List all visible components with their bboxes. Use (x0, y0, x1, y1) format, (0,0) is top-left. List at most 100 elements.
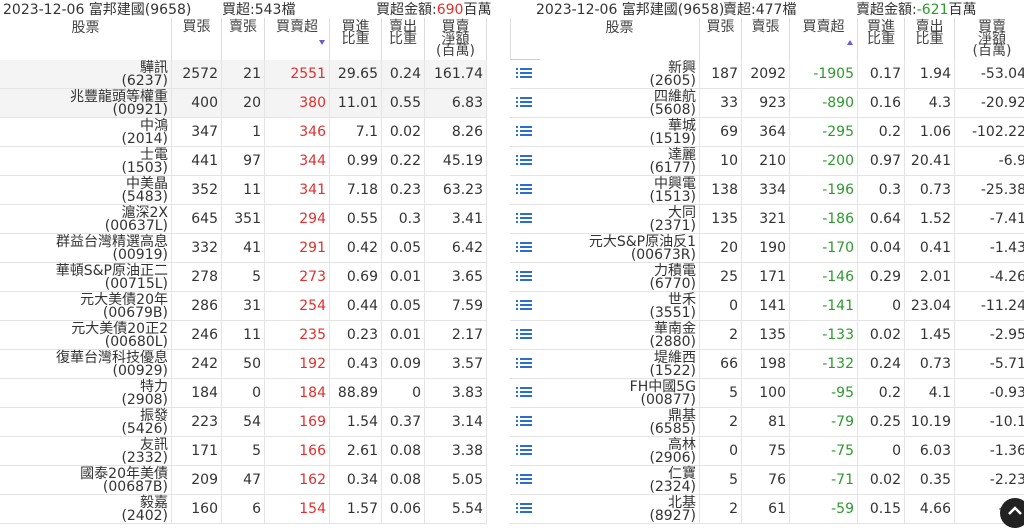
cell-7: -2.95 (955, 321, 1024, 350)
column-header[interactable]: 買賣超 (265, 18, 330, 60)
cell-5: 0.99 (330, 147, 382, 176)
cell-6: 4.1 (905, 379, 955, 408)
stock-cell: 振發 (5426) (0, 408, 172, 437)
detail-icon[interactable] (516, 213, 532, 225)
stock-name: 元大S&P原油反1 (588, 234, 696, 250)
column-header[interactable]: 賣出 比重 (905, 18, 955, 60)
stock-name: 華城 (668, 118, 696, 134)
cell-5: 0.25 (858, 408, 905, 437)
table-row (510, 147, 1024, 176)
stock-cell: 群益台灣精選高息 (00919) (0, 234, 172, 263)
cell-4: 346 (265, 118, 330, 147)
stock-code: (00929) (112, 363, 168, 379)
detail-icon[interactable] (516, 155, 532, 167)
cell-2: 332 (172, 234, 222, 263)
cell-2: 347 (172, 118, 222, 147)
stock-cell: 元大美債20年 (00679B) (0, 292, 172, 321)
cell-4: -75 (790, 437, 858, 466)
stock-cell: 友訊 (2332) (0, 437, 172, 466)
cell-5: 0.16 (858, 89, 905, 118)
stock-code: (1513) (649, 189, 696, 205)
table-row (510, 263, 1024, 292)
column-header[interactable]: 賣出 比重 (382, 18, 425, 60)
stock-cell: 特力 (2908) (0, 379, 172, 408)
date: 2023-12-06 富邦建國(9658) (3, 2, 192, 18)
cell-3: 11 (222, 176, 265, 205)
cell-5: 0.34 (330, 466, 382, 495)
stock-name: 特力 (140, 379, 168, 395)
cell-6: 0.73 (905, 176, 955, 205)
stock-cell: 高林 (2906) (540, 437, 700, 466)
stock-name: 世禾 (668, 292, 696, 308)
amount-prefix: 賣超金額: (856, 2, 917, 18)
detail-icon[interactable] (516, 126, 532, 138)
cell-5: 88.89 (330, 379, 382, 408)
detail-icon[interactable] (516, 387, 532, 399)
cell-7: 8.26 (425, 118, 487, 147)
stock-name: FH中國5G (629, 379, 696, 395)
cell-3: 5 (222, 437, 265, 466)
cell-2: 5 (700, 466, 742, 495)
header-line: 比重 (389, 31, 417, 47)
cell-7: 63.23 (425, 176, 487, 205)
cell-5: 0.3 (858, 176, 905, 205)
detail-icon[interactable] (516, 242, 532, 254)
stock-cell: 華城 (1519) (540, 118, 700, 147)
cell-7: 5.05 (425, 466, 487, 495)
column-header[interactable]: 買賣超 (790, 18, 858, 60)
stock-cell: 北基 (8927) (540, 495, 700, 524)
cell-4: 254 (265, 292, 330, 321)
detail-icon[interactable] (516, 97, 532, 109)
cell-7: -0.93 (955, 379, 1024, 408)
column-header[interactable]: 買張 (700, 18, 742, 60)
cell-4: -132 (790, 350, 858, 379)
column-header[interactable]: 買進 比重 (858, 18, 905, 60)
cell-3: 11 (222, 321, 265, 350)
detail-icon[interactable] (516, 474, 532, 486)
detail-icon[interactable] (516, 184, 532, 196)
cell-5: 1.57 (330, 495, 382, 524)
cell-6: 0.05 (382, 292, 425, 321)
header-line: 賣張 (751, 19, 780, 35)
detail-icon[interactable] (516, 416, 532, 428)
stock-name: 國泰20年美債 (80, 466, 168, 482)
stock-cell: 新興 (2605) (540, 60, 700, 89)
column-header[interactable]: 買賣 淨額 (百萬) (425, 18, 487, 60)
date: 2023-12-06 富邦建國(9658) (536, 2, 725, 18)
table-row (0, 437, 487, 466)
column-header[interactable]: 賣張 (222, 18, 265, 60)
column-header[interactable]: 股票 (540, 18, 700, 60)
cell-3: 75 (742, 437, 790, 466)
header-line: 淨額 (978, 31, 1006, 47)
stock-code: (00921) (112, 102, 168, 118)
column-header[interactable]: 買張 (172, 18, 222, 60)
table-row (0, 176, 487, 205)
column-header[interactable]: 賣張 (742, 18, 790, 60)
stock-name: 驊訊 (140, 60, 168, 76)
cell-4: 2551 (265, 60, 330, 89)
detail-icon[interactable] (516, 271, 532, 283)
column-header[interactable]: 買賣 淨額 (百萬) (955, 18, 1024, 60)
detail-icon[interactable] (516, 300, 532, 312)
cell-7: -7.41 (955, 205, 1024, 234)
stock-name: 群益台灣精選高息 (56, 234, 168, 250)
table-row (0, 408, 487, 437)
detail-icon[interactable] (516, 358, 532, 370)
scroll-top-button[interactable] (1000, 498, 1024, 528)
detail-icon[interactable] (516, 68, 532, 80)
column-header[interactable]: 買進 比重 (330, 18, 382, 60)
header-line: 賣張 (229, 19, 257, 35)
column-header[interactable]: 股票 (0, 18, 172, 60)
cell-7: -10.1 (955, 408, 1024, 437)
detail-icon[interactable] (516, 503, 532, 515)
cell-3: 6 (222, 495, 265, 524)
detail-icon[interactable] (516, 445, 532, 457)
cell-5: 0.24 (858, 350, 905, 379)
detail-icon[interactable] (516, 329, 532, 341)
stock-code: (00679B) (102, 305, 168, 321)
cell-2: 20 (700, 234, 742, 263)
stock-cell: 四維航 (5608) (540, 89, 700, 118)
table-row (0, 60, 487, 89)
count: 買超:543檔 (222, 2, 296, 18)
cell-6: 0.23 (382, 176, 425, 205)
